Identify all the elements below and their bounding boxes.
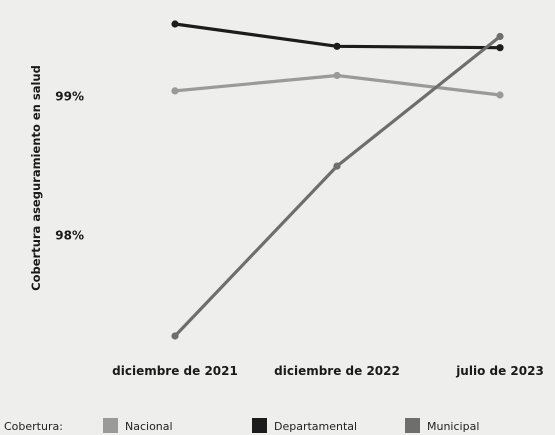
legend-label-nacional: Nacional	[125, 420, 173, 433]
x-axis-ticks: diciembre de 2021 diciembre de 2022 julio …	[112, 364, 544, 378]
x-tick-label: julio de 2023	[455, 364, 544, 378]
legend-label-departamental: Departamental	[274, 420, 357, 433]
data-point-municipal-3	[496, 32, 504, 41]
legend: Cobertura: Nacional Departamental Municipa…	[4, 418, 479, 433]
legend-item-nacional: Nacional	[103, 418, 173, 433]
legend-title: Cobertura:	[4, 420, 63, 433]
y-tick-label: 98%	[55, 229, 84, 243]
data-point-departamental-2	[333, 42, 341, 50]
series-line-municipal	[173, 34, 502, 338]
legend-item-municipal: Municipal	[405, 418, 479, 433]
x-tick-label: diciembre de 2022	[274, 364, 400, 378]
data-point-departamental-3	[496, 44, 504, 52]
legend-swatch-nacional	[103, 418, 118, 433]
data-point-nacional-1	[171, 87, 179, 95]
x-tick-label: diciembre de 2021	[112, 364, 238, 378]
data-point-municipal-1	[171, 332, 179, 340]
plot-area	[171, 20, 504, 340]
data-point-nacional-2	[333, 71, 341, 80]
series-layer	[171, 20, 504, 340]
data-point-municipal-2	[333, 162, 341, 170]
y-tick-label: 99%	[55, 89, 84, 103]
legend-items: Nacional Departamental Municipal	[103, 418, 479, 433]
data-point-nacional-3	[496, 91, 504, 99]
legend-item-departamental: Departamental	[252, 418, 357, 433]
y-axis-title: Cobertura aseguramiento en salud	[29, 65, 43, 291]
data-point-departamental-1	[171, 20, 179, 28]
y-axis-ticks: 98% 99%	[55, 89, 84, 242]
legend-swatch-municipal	[405, 418, 420, 433]
legend-label-municipal: Municipal	[427, 420, 479, 433]
legend-swatch-departamental	[252, 418, 267, 433]
